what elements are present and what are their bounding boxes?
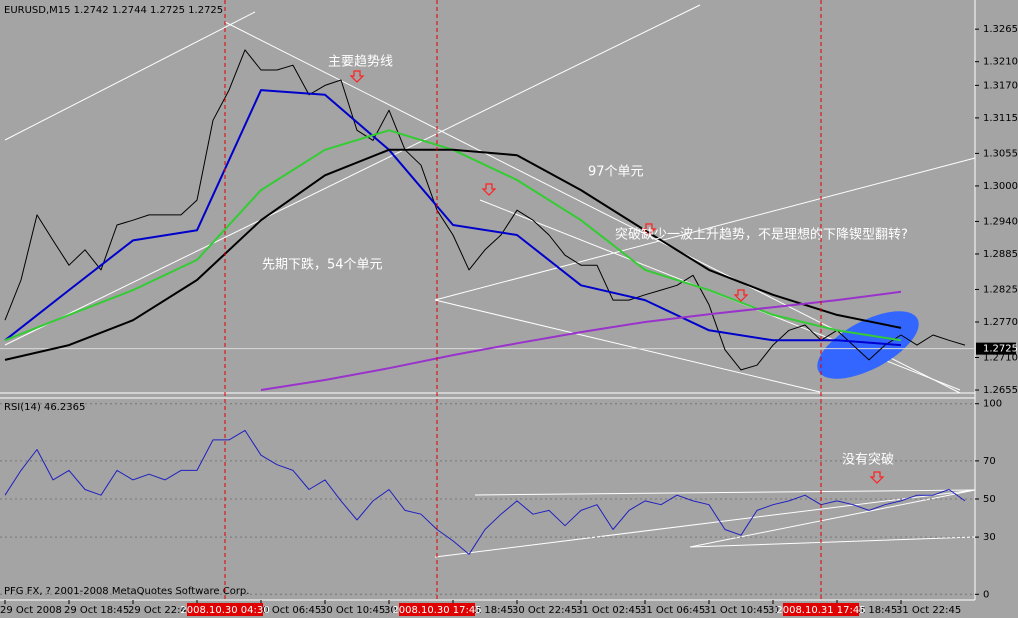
x-tick-label: 29 Oct 22:45 [128, 605, 193, 616]
highlight-ellipse [817, 311, 919, 379]
arrow [481, 183, 497, 196]
annotation: 97个单元 [588, 165, 644, 180]
series-line [4, 49, 966, 371]
y-tick-label: 1.2770 [983, 317, 1018, 328]
trend-line [434, 299, 821, 393]
marker-label: 2008.10.30 04:30 [180, 605, 269, 616]
x-tick-label: 30 Oct 22:45 [512, 605, 577, 616]
y-tick-label: 70 [983, 456, 996, 467]
arrow [641, 223, 657, 236]
y-tick-label: 1.3265 [983, 24, 1018, 35]
trend-line [4, 4, 701, 346]
annotation: 没有突破 [842, 452, 894, 468]
y-tick-label: 30 [983, 532, 996, 543]
chart-title: EURUSD,M15 1.2742 1.2744 1.2725 1.2725 [4, 5, 223, 16]
arrow [349, 70, 365, 83]
trend-line [474, 489, 976, 496]
x-tick-label: 29 Oct 2008 [0, 605, 62, 616]
series-line [4, 148, 902, 361]
trend-line [689, 536, 976, 548]
x-tick-label: 30 Oct 18:45 [448, 605, 513, 616]
series-line [4, 429, 966, 555]
y-tick-label: 1.3210 [983, 57, 1018, 68]
trend-lines [4, 4, 976, 558]
trend-line [434, 489, 976, 558]
y-tick-label: 1.3055 [983, 148, 1018, 159]
annotation: 主要趋势线 [328, 54, 393, 70]
x-tick-label: 30 Oct 06:45 [256, 605, 321, 616]
x-tick-label: 31 Oct 06:45 [640, 605, 705, 616]
series-line [260, 290, 902, 391]
y-tick-label: 0 [983, 589, 989, 600]
x-tick-label: 31 Oct 02:45 [576, 605, 641, 616]
trend-line [689, 489, 976, 548]
series-line [4, 89, 902, 347]
plot: 1.3265 1.3210 1.3170 1.3115 1.3055 1.3000 1.29… [0, 24, 1018, 600]
y-tick-label: 1.2710 [983, 353, 1018, 364]
y-tick-label: 1.2885 [983, 249, 1018, 260]
marker-label: 2008.10.30 17:45 [392, 605, 481, 616]
marker-label-box [187, 603, 263, 616]
arrow [869, 471, 885, 484]
y-tick-label: 1.2940 [983, 216, 1018, 227]
y-tick-label: 1.3170 [983, 80, 1018, 91]
x-tick-label: 31 Oct 18:45 [832, 605, 897, 616]
y-tick-label: 1.3115 [983, 113, 1018, 124]
x-tick-label: 30 Oct 10:45 [320, 605, 385, 616]
y-tick-label: 1.3000 [983, 181, 1018, 192]
y-tick-label: 50 [983, 494, 996, 505]
current-price-label: 1.2725 [983, 344, 1018, 355]
y-tick-label: 1.2825 [983, 284, 1018, 295]
marker-label-box [399, 603, 475, 616]
x-tick-label: 31 Oct 10:45 [704, 605, 769, 616]
trend-line [434, 157, 976, 301]
indicator-title: RSI(14) 46.2365 [4, 402, 85, 413]
x-tick-label: 29 Oct 18:45 [64, 605, 129, 616]
arrows [349, 70, 885, 484]
x-tick-label: 31 Oct 22:45 [896, 605, 961, 616]
annotation: 先期下跌，54个单元 [262, 257, 383, 273]
marker-label-box [783, 603, 859, 616]
y-tick-label: 100 [983, 399, 1002, 410]
copyright: PFG FX, ? 2001-2008 MetaQuotes Software … [4, 586, 249, 597]
annotation: 突破缺少一波上升趋势，不是理想的下降锲型翻转? [615, 227, 908, 243]
marker-label: 2008.10.31 17:45 [776, 605, 865, 616]
trend-line [4, 11, 256, 141]
arrow [733, 289, 749, 302]
current-price-box [976, 342, 1016, 355]
y-tick-label: 1.2655 [983, 385, 1018, 396]
